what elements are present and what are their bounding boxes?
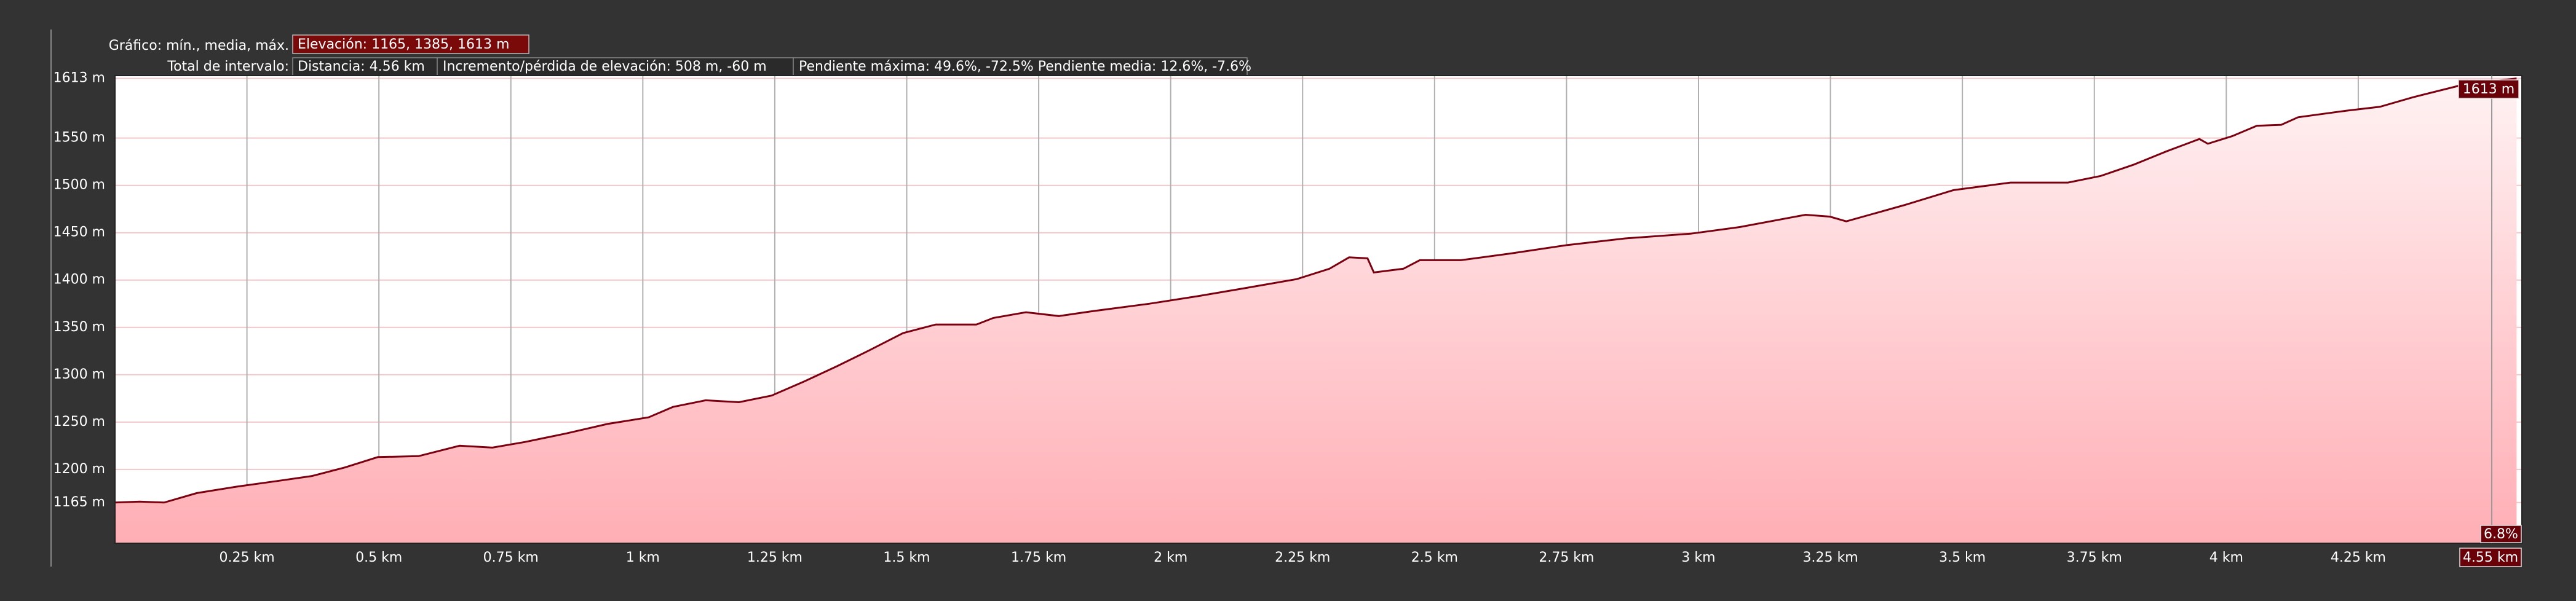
cursor-distance: 4.55 km xyxy=(2463,550,2518,565)
cursor-elev-box xyxy=(2458,79,2519,99)
y-tick-label: 1400 m xyxy=(54,272,105,288)
x-tick-label: 0.5 km xyxy=(355,550,402,565)
graph-label: Gráfico: mín., media, máx. xyxy=(109,38,289,53)
plot-border xyxy=(114,75,2522,544)
slope-stat: Pendiente máxima: 49.6%, -72.5% Pendient… xyxy=(799,59,1251,74)
x-tick-label: 2 km xyxy=(1154,550,1187,565)
distance-stat: Distancia: 4.56 km xyxy=(298,59,425,74)
x-tick-label: 3.25 km xyxy=(1803,550,1858,565)
range-label: Total de intervalo: xyxy=(167,59,289,74)
x-tick-label: 2.5 km xyxy=(1411,550,1458,565)
x-tick-label: 1.25 km xyxy=(747,550,803,565)
cursor-slope-box xyxy=(2480,525,2522,543)
cursor-distance-box xyxy=(2459,548,2522,567)
x-tick-label: 3 km xyxy=(1681,550,1715,565)
x-tick-label: 4 km xyxy=(2209,550,2243,565)
x-tick-label: 3.5 km xyxy=(1939,550,1986,565)
x-tick-label: 2.75 km xyxy=(1539,550,1594,565)
cursor-slope: 6.8% xyxy=(2484,527,2518,542)
y-tick-label: 1200 m xyxy=(54,462,105,477)
area-fill xyxy=(115,78,2517,544)
y-tick-label: 1613 m xyxy=(54,71,105,86)
elevation-line xyxy=(114,77,2517,504)
x-tick-label: 0.75 km xyxy=(483,550,539,565)
x-tick-label: 1.75 km xyxy=(1011,550,1066,565)
elevation-box xyxy=(292,34,529,54)
x-tick-label: 0.25 km xyxy=(220,550,275,565)
y-tick-label: 1165 m xyxy=(54,495,105,510)
x-tick-label: 3.75 km xyxy=(2067,550,2122,565)
x-tick-label: 2.25 km xyxy=(1275,550,1330,565)
y-tick-label: 1500 m xyxy=(54,178,105,193)
y-tick-label: 1550 m xyxy=(54,130,105,146)
gain-loss-stat: Incremento/pérdida de elevación: 508 m, … xyxy=(443,59,767,74)
distance-box xyxy=(292,57,438,76)
y-tick-label: 1450 m xyxy=(54,225,105,240)
elevation-stats: Elevación: 1165, 1385, 1613 m xyxy=(298,37,509,52)
y-tick-label: 1250 m xyxy=(54,414,105,430)
cursor-elevation: 1613 m xyxy=(2463,82,2515,97)
x-tick-label: 1.5 km xyxy=(883,550,930,565)
x-tick-label: 4.25 km xyxy=(2331,550,2386,565)
y-tick-label: 1350 m xyxy=(54,320,105,335)
x-tick-label: 1 km xyxy=(626,550,660,565)
y-tick-label: 1300 m xyxy=(54,367,105,382)
